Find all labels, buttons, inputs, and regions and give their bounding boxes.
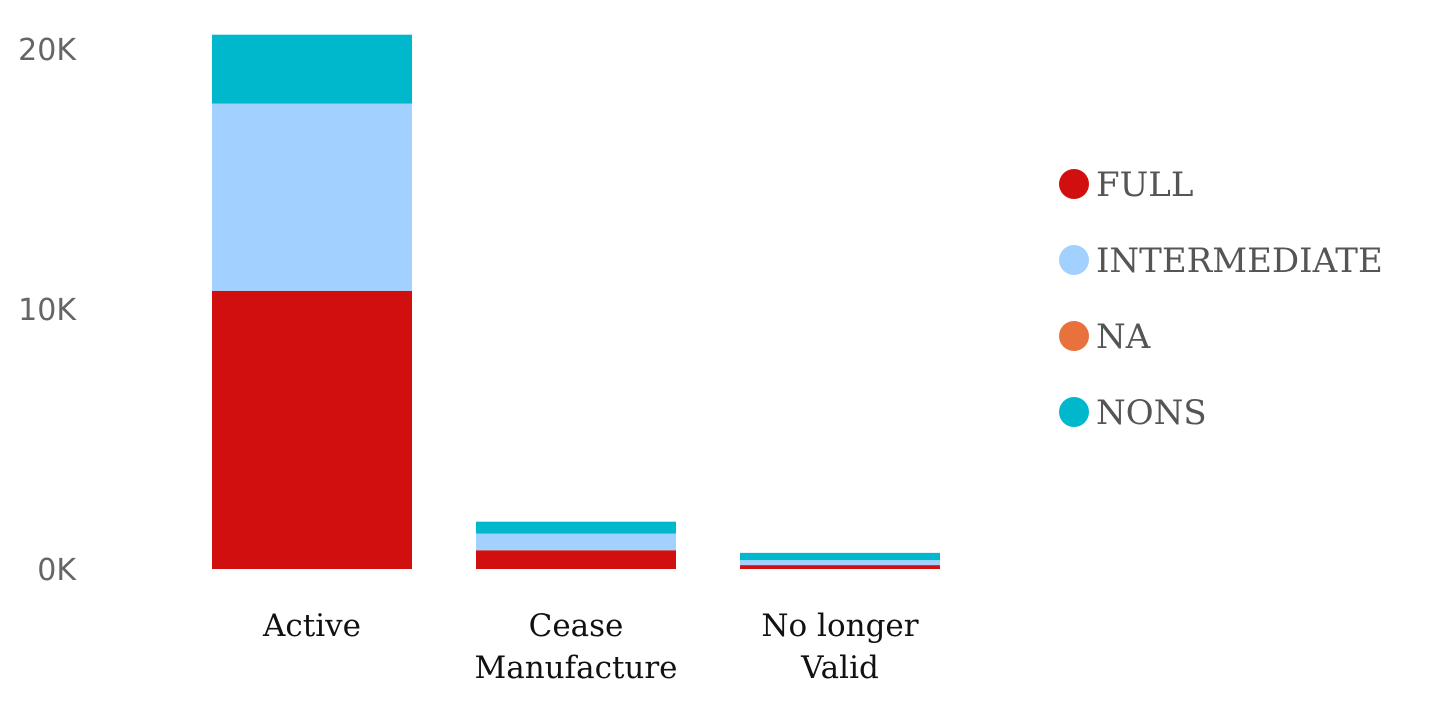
legend-label-full: FULL [1096, 165, 1193, 205]
x-tick-label: Manufacture [474, 650, 677, 686]
legend-label-nons: NONS [1096, 393, 1207, 433]
legend-label-intermediate: INTERMEDIATE [1096, 241, 1383, 281]
x-tick-label: Valid [800, 650, 879, 686]
bar-area [212, 34, 940, 569]
legend-marker-full [1059, 169, 1089, 199]
legend-marker-intermediate [1059, 245, 1089, 275]
bar-segment-full[interactable] [476, 550, 676, 569]
legend-marker-nons [1059, 397, 1089, 427]
legend-label-na: NA [1096, 317, 1151, 357]
bar-segment-nons[interactable] [212, 34, 412, 104]
bar-segment-intermediate[interactable] [476, 533, 676, 551]
bar-segment-full[interactable] [740, 565, 940, 569]
x-tick-label: Cease [529, 608, 624, 644]
y-tick-label: 10K [18, 293, 77, 328]
bar-segment-nons[interactable] [476, 521, 676, 534]
x-axis: Active Cease Manufacture No longer Valid [262, 608, 919, 686]
legend-marker-na [1059, 321, 1089, 351]
bar-segment-full[interactable] [212, 290, 412, 569]
y-axis: 0K 10K 20K [18, 33, 77, 588]
x-tick-label: No longer [761, 608, 918, 644]
y-tick-label: 20K [18, 33, 77, 68]
bar-segment-intermediate[interactable] [740, 560, 940, 566]
x-tick-label: Active [262, 608, 361, 644]
bar-segment-nons[interactable] [740, 552, 940, 561]
y-tick-label: 0K [37, 553, 77, 588]
bar-segment-intermediate[interactable] [212, 103, 412, 291]
legend: FULL INTERMEDIATE NA NONS [1059, 165, 1383, 433]
